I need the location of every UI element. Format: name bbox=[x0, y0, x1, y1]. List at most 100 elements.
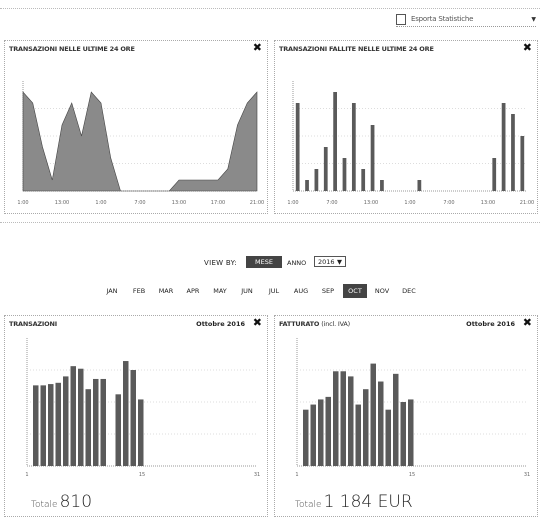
x-tick-label: 13:00 bbox=[364, 200, 378, 206]
close-icon[interactable]: ✖ bbox=[252, 41, 262, 54]
close-icon[interactable]: ✖ bbox=[522, 41, 532, 54]
year-select[interactable]: 2016 ▼ bbox=[314, 256, 346, 267]
bar bbox=[408, 399, 414, 466]
bar bbox=[310, 404, 316, 466]
bar bbox=[333, 92, 337, 191]
bar bbox=[78, 368, 84, 466]
bar bbox=[55, 382, 61, 466]
panel-transactions: Transazioni Ottobre 2016 ✖ 1 15 31 Totale 8… bbox=[4, 315, 268, 517]
bar bbox=[351, 103, 356, 191]
panel-failed-transactions-24h: Transazioni fallite nelle ultime 24 ore … bbox=[274, 40, 538, 214]
bar bbox=[361, 169, 366, 191]
chart-failed-transactions-24h: 1:00 7:00 13:00 1:00 7:00 13:00 21:00 bbox=[287, 81, 534, 206]
bar bbox=[303, 409, 309, 466]
month-jun[interactable]: JUN bbox=[241, 287, 253, 295]
bar bbox=[380, 180, 384, 191]
bar bbox=[520, 136, 525, 191]
bar bbox=[115, 394, 121, 466]
section-divider bbox=[0, 222, 540, 223]
total-value: 1 184 EUR bbox=[323, 492, 413, 512]
x-tick-label: 21:00 bbox=[520, 200, 534, 206]
x-tick-label: 13:00 bbox=[55, 200, 69, 206]
view-by-year-button[interactable]: ANNO bbox=[287, 259, 307, 267]
view-by-label: VIEW BY: bbox=[204, 259, 237, 267]
x-tick-label: 1:00 bbox=[95, 200, 106, 206]
bar bbox=[348, 376, 354, 466]
bar bbox=[93, 378, 99, 466]
bar bbox=[323, 147, 328, 191]
month-aug[interactable]: AUG bbox=[293, 287, 309, 295]
panel-month: Ottobre 2016 bbox=[196, 320, 245, 328]
revenue-title-note: (incl. IVA) bbox=[321, 320, 351, 328]
bar bbox=[385, 409, 391, 466]
bar bbox=[295, 103, 300, 191]
bar bbox=[33, 385, 39, 466]
top-divider bbox=[0, 8, 540, 9]
bar bbox=[314, 169, 319, 191]
x-tick-label: 1:00 bbox=[287, 200, 298, 206]
bar bbox=[40, 385, 46, 466]
panel-title: Fatturato (incl. IVA) bbox=[279, 320, 350, 328]
bar bbox=[370, 125, 375, 191]
bar bbox=[70, 366, 76, 466]
bar bbox=[393, 373, 399, 466]
month-mar[interactable]: MAR bbox=[158, 287, 174, 295]
bar bbox=[370, 363, 376, 466]
month-oct[interactable]: OCT bbox=[343, 284, 367, 298]
bar bbox=[342, 158, 347, 191]
x-tick-label: 1 bbox=[25, 472, 28, 478]
bar bbox=[333, 371, 339, 466]
revenue-total: Totale 1 184 EUR bbox=[295, 492, 413, 512]
x-tick-label: 31 bbox=[524, 472, 530, 478]
view-by-month-button[interactable]: MESE bbox=[246, 256, 282, 268]
bar bbox=[400, 402, 406, 466]
bar bbox=[318, 399, 324, 466]
bar bbox=[138, 399, 144, 466]
top-bar: Esporta Statistiche ▼ bbox=[0, 0, 540, 30]
panel-revenue: Fatturato (incl. IVA) Ottobre 2016 ✖ 1 15… bbox=[274, 315, 538, 517]
x-tick-label: 7:00 bbox=[134, 200, 145, 206]
chart-revenue: 1 15 31 bbox=[295, 338, 530, 478]
month-feb[interactable]: FEB bbox=[132, 287, 146, 295]
panel-month: Ottobre 2016 bbox=[466, 320, 515, 328]
transactions-total: Totale 810 bbox=[31, 492, 92, 512]
month-nov[interactable]: NOV bbox=[374, 287, 390, 295]
bar bbox=[511, 114, 515, 191]
month-sep[interactable]: SEP bbox=[321, 287, 335, 295]
panel-title: Transazioni nelle ultime 24 ore bbox=[9, 45, 135, 53]
export-statistics-button[interactable]: Esporta Statistiche ▼ bbox=[396, 12, 536, 27]
bar bbox=[130, 370, 136, 466]
month-jul[interactable]: JUL bbox=[268, 287, 280, 295]
close-icon[interactable]: ✖ bbox=[252, 316, 262, 329]
bar bbox=[305, 180, 309, 191]
chart-transactions: 1 15 31 bbox=[25, 338, 260, 478]
panel-title: Transazioni fallite nelle ultime 24 ore bbox=[279, 45, 434, 53]
bar bbox=[325, 396, 331, 466]
month-jan[interactable]: JAN bbox=[106, 287, 118, 295]
bar bbox=[378, 381, 384, 466]
bar bbox=[492, 158, 497, 191]
bar bbox=[63, 376, 69, 466]
bar bbox=[355, 404, 361, 466]
x-tick-label: 15 bbox=[139, 472, 145, 478]
chevron-down-icon: ▼ bbox=[531, 15, 536, 23]
bar bbox=[363, 389, 369, 466]
x-tick-label: 31 bbox=[254, 472, 260, 478]
x-tick-label: 7:00 bbox=[443, 200, 454, 206]
x-tick-label: 1:00 bbox=[404, 200, 415, 206]
series-area bbox=[22, 91, 258, 192]
chevron-down-icon: ▼ bbox=[337, 257, 342, 266]
bar bbox=[340, 371, 346, 466]
close-icon[interactable]: ✖ bbox=[522, 316, 532, 329]
month-dec[interactable]: DEC bbox=[402, 287, 416, 295]
bar bbox=[501, 103, 506, 191]
export-label: Esporta Statistiche bbox=[411, 15, 474, 23]
chart-transactions-24h: 1:00 13:00 1:00 7:00 13:00 17:00 21:00 bbox=[17, 81, 264, 206]
x-tick-label: 13:00 bbox=[172, 200, 186, 206]
month-apr[interactable]: APR bbox=[186, 287, 200, 295]
x-tick-label: 13:00 bbox=[481, 200, 495, 206]
total-value: 810 bbox=[59, 492, 93, 512]
month-may[interactable]: MAY bbox=[213, 287, 227, 295]
document-icon bbox=[396, 13, 406, 25]
x-tick-label: 1 bbox=[295, 472, 298, 478]
